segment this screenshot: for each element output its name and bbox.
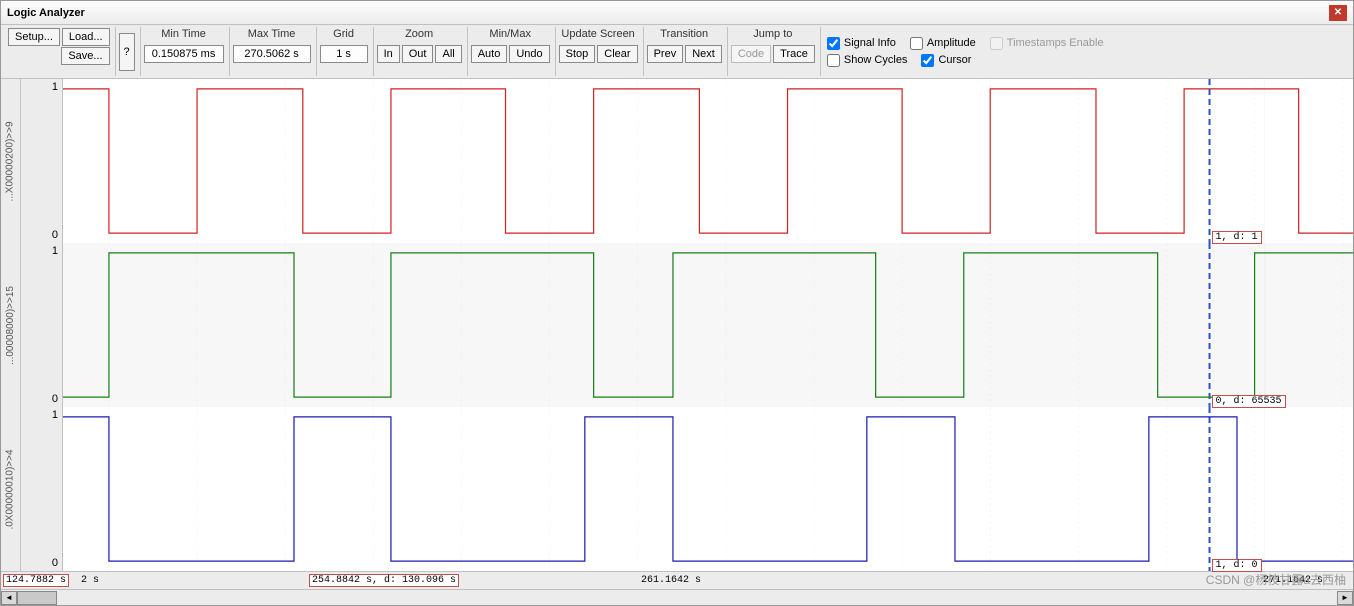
min-time-label: Min Time — [144, 28, 224, 44]
trace-button[interactable]: Trace — [773, 45, 815, 63]
amplitude-checkbox[interactable]: Amplitude — [910, 37, 976, 50]
help-button[interactable]: ? — [119, 33, 135, 71]
signal-track[interactable]: .0X00000010)>>4 1 0 1, d: 0 — [1, 407, 1353, 571]
time-axis: 124.7882 s 2 s 254.8842 s, d: 130.096 s … — [1, 571, 1353, 589]
prev-button[interactable]: Prev — [647, 45, 684, 63]
signal-name: .0X00000010)>>4 — [5, 449, 16, 529]
time-selection-readout: 254.8842 s, d: 130.096 s — [309, 574, 459, 587]
save-button[interactable]: Save... — [61, 47, 109, 65]
signal-name: ...00008000)>>15 — [5, 286, 16, 365]
logic-analyzer-window: Logic Analyzer ✕ Setup... Load... Save..… — [0, 0, 1354, 606]
waveform-canvas[interactable]: 0, d: 65535 — [63, 243, 1353, 407]
cursor-value-readout: 0, d: 65535 — [1212, 395, 1286, 408]
setup-button[interactable]: Setup... — [8, 28, 60, 46]
zoom-out-button[interactable]: Out — [402, 45, 434, 63]
scroll-left-arrow[interactable]: ◄ — [1, 591, 17, 605]
max-time-label: Max Time — [233, 28, 311, 44]
y-high-label: 1 — [52, 245, 58, 257]
next-button[interactable]: Next — [685, 45, 722, 63]
scroll-right-arrow[interactable]: ► — [1337, 591, 1353, 605]
signal-info-checkbox[interactable]: Signal Info — [827, 37, 896, 50]
waveform-canvas[interactable]: 1, d: 0 — [63, 407, 1353, 571]
jump-to-label: Jump to — [731, 28, 815, 44]
grid-label: Grid — [320, 28, 368, 44]
options-area: Signal Info Amplitude Timestamps Enable … — [820, 27, 1110, 76]
signal-track[interactable]: ...00008000)>>15 1 0 0, d: 65535 — [1, 243, 1353, 407]
zoom-all-button[interactable]: All — [435, 45, 461, 63]
clear-button[interactable]: Clear — [597, 45, 637, 63]
auto-button[interactable]: Auto — [471, 45, 508, 63]
time-center-readout: 261.1642 s — [641, 575, 701, 586]
y-low-label: 0 — [52, 229, 58, 241]
y-low-label: 0 — [52, 393, 58, 405]
update-screen-label: Update Screen — [559, 28, 638, 44]
time-left-extra: 2 s — [81, 575, 99, 586]
minmax-label: Min/Max — [471, 28, 550, 44]
zoom-in-button[interactable]: In — [377, 45, 400, 63]
max-time-value: 270.5062 s — [233, 45, 311, 63]
cursor-checkbox[interactable]: Cursor — [921, 54, 971, 67]
window-title: Logic Analyzer — [7, 7, 1329, 19]
titlebar: Logic Analyzer ✕ — [1, 1, 1353, 25]
undo-button[interactable]: Undo — [509, 45, 549, 63]
y-high-label: 1 — [52, 409, 58, 421]
cursor-value-readout: 1, d: 1 — [1212, 231, 1262, 244]
y-low-label: 0 — [52, 557, 58, 569]
scroll-thumb[interactable] — [17, 591, 57, 605]
time-left-readout: 124.7882 s — [3, 574, 69, 587]
signal-track[interactable]: ...X00000200)>>9 1 0 1, d: 1 — [1, 79, 1353, 243]
code-button[interactable]: Code — [731, 45, 771, 63]
waveform-canvas[interactable]: 1, d: 1 — [63, 79, 1353, 243]
zoom-label: Zoom — [377, 28, 462, 44]
show-cycles-checkbox[interactable]: Show Cycles — [827, 54, 908, 67]
plot-area[interactable]: ...X00000200)>>910 1, d: 1...00008000)>>… — [1, 79, 1353, 571]
signal-name: ...X00000200)>>9 — [5, 121, 16, 201]
grid-value: 1 s — [320, 45, 368, 63]
y-high-label: 1 — [52, 81, 58, 93]
transition-label: Transition — [647, 28, 722, 44]
timestamps-checkbox: Timestamps Enable — [990, 37, 1104, 50]
watermark-text: CSDN @杨枝甘露a去西柚 — [1206, 571, 1346, 588]
stop-button[interactable]: Stop — [559, 45, 596, 63]
close-button[interactable]: ✕ — [1329, 5, 1347, 21]
toolbar: Setup... Load... Save... ? Min Time 0.15… — [1, 25, 1353, 79]
load-button[interactable]: Load... — [62, 28, 110, 46]
min-time-value: 0.150875 ms — [144, 45, 224, 63]
h-scrollbar[interactable]: ◄ ► — [1, 589, 1353, 605]
